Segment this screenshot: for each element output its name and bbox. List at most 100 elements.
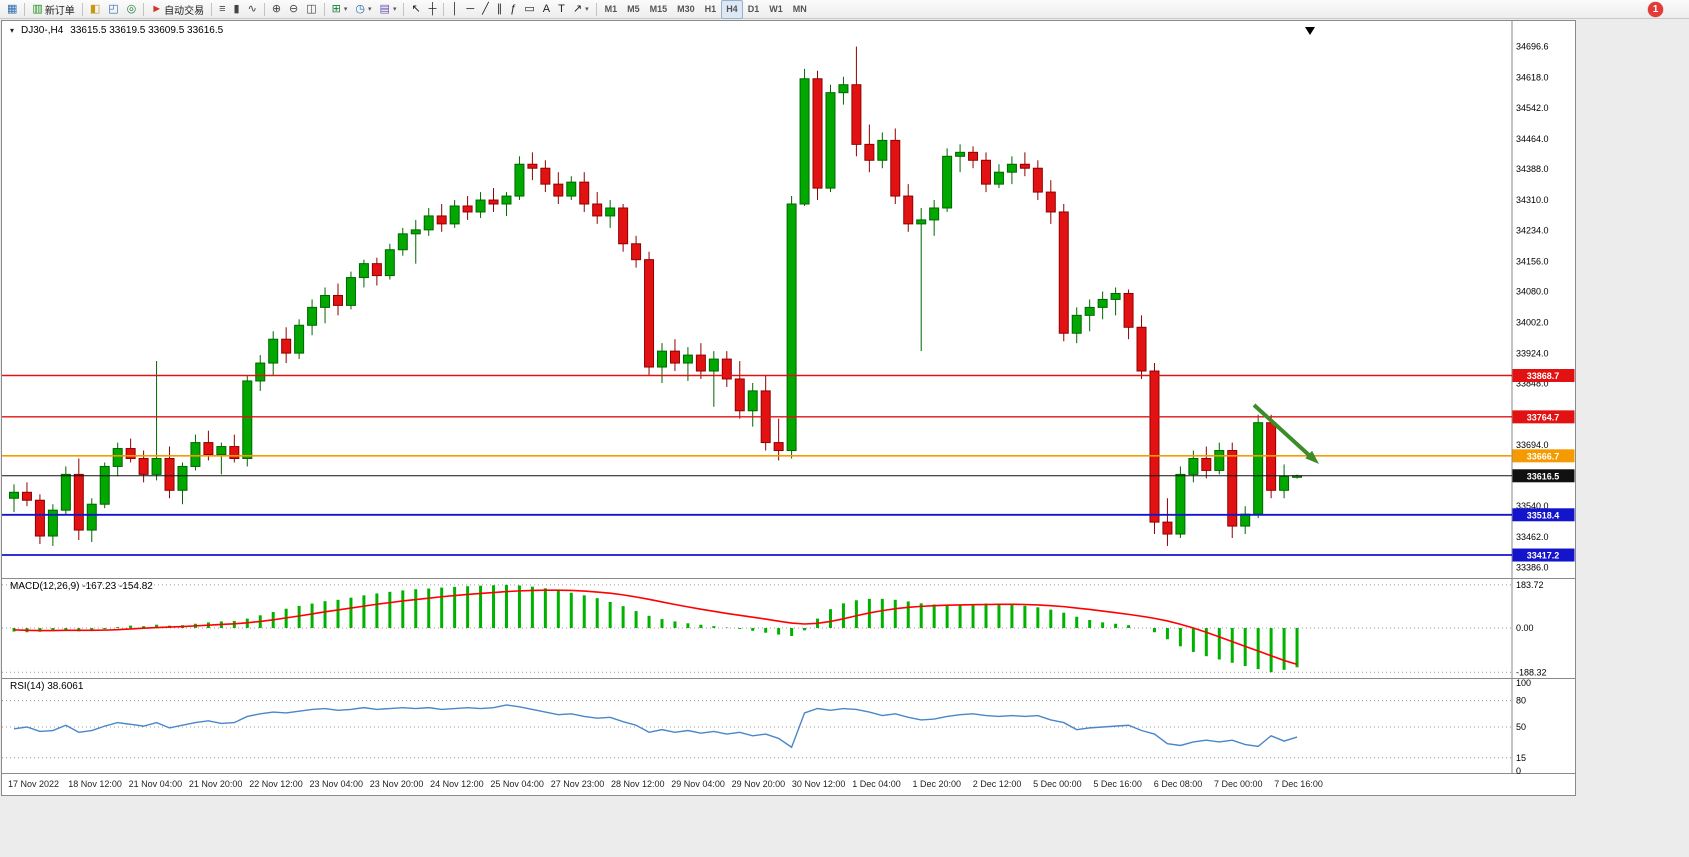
- timeframe-mn-button[interactable]: MN: [792, 4, 807, 14]
- svg-text:34310.0: 34310.0: [1516, 195, 1549, 205]
- svg-text:15: 15: [1516, 753, 1526, 763]
- fibonacci-icon: ƒ: [510, 2, 517, 15]
- new-order-button[interactable]: ▥ 新订单: [28, 0, 78, 19]
- svg-text:33616.5: 33616.5: [1527, 471, 1560, 481]
- svg-text:33924.0: 33924.0: [1516, 349, 1549, 359]
- vertical-line-icon: │: [451, 2, 459, 15]
- panel-separators: [2, 21, 1575, 774]
- zoom-in-button[interactable]: ⊕: [268, 0, 285, 19]
- cursor-button[interactable]: ↖: [407, 0, 424, 19]
- toolbar-separator: [263, 2, 265, 16]
- horizontal-levels[interactable]: [2, 374, 1512, 556]
- chart-title: ▾ DJ30-,H4 33615.5 33619.5 33609.5 33616…: [10, 25, 223, 36]
- toolbar-separator: [81, 2, 83, 16]
- crosshair-button[interactable]: ┼: [425, 0, 441, 19]
- toolbar-separator: [323, 2, 325, 16]
- shapes-icon: ▭: [524, 2, 535, 15]
- svg-text:33462.0: 33462.0: [1516, 532, 1549, 542]
- trend-arrow-annotation[interactable]: [1252, 403, 1319, 464]
- svg-text:80: 80: [1516, 696, 1526, 706]
- svg-text:7 Dec 16:00: 7 Dec 16:00: [1274, 779, 1323, 789]
- tile-windows-icon: ◫: [306, 2, 317, 15]
- tile-windows-button[interactable]: ◫: [302, 0, 320, 19]
- zoom-out-icon: ⊖: [289, 2, 299, 15]
- horizontal-line-icon: ─: [466, 2, 475, 15]
- text-label-button[interactable]: T: [554, 0, 569, 19]
- data-window-button[interactable]: ◰: [104, 0, 122, 19]
- auto-trading-icon: ►: [151, 2, 163, 15]
- shift-marker-icon[interactable]: [1305, 27, 1315, 35]
- chart-canvas[interactable]: 34696.6 34618.0 34542.0 34464.0 34388.0 34310…: [2, 21, 1575, 795]
- equidistant-channel-button[interactable]: ∥: [493, 0, 507, 19]
- timeframe-m1-button[interactable]: M1: [604, 4, 618, 14]
- candlestick-mode-icon: ▮: [233, 2, 240, 15]
- periods-button[interactable]: ◷ ▾: [351, 0, 375, 19]
- navigator-button[interactable]: ◎: [123, 0, 141, 19]
- svg-text:50: 50: [1516, 722, 1526, 732]
- timeframe-m15-button[interactable]: M15: [649, 4, 668, 14]
- rsi-line: [13, 704, 1298, 749]
- time-scale[interactable]: 17 Nov 2022 18 Nov 12:00 21 Nov 04:00 21 No…: [8, 779, 1323, 789]
- chevron-down-icon: ▾: [585, 6, 589, 13]
- horizontal-line-button[interactable]: ─: [462, 0, 478, 19]
- svg-text:7 Dec 00:00: 7 Dec 00:00: [1214, 779, 1263, 789]
- price-scale[interactable]: 34696.6 34618.0 34542.0 34464.0 34388.0 34310…: [1512, 41, 1575, 572]
- chart-symbol-period: DJ30-,H4: [21, 25, 64, 36]
- svg-text:33666.7: 33666.7: [1527, 451, 1560, 461]
- notification-badge[interactable]: 1: [1648, 2, 1663, 17]
- trendline-button[interactable]: ╱: [478, 0, 493, 19]
- market-watch-icon: ◧: [89, 2, 101, 15]
- line-chart-mode-icon: ∿: [247, 2, 257, 15]
- svg-text:34464.0: 34464.0: [1516, 134, 1549, 144]
- arrows-icon: ↗: [572, 2, 583, 15]
- macd-indicator-values: -167.23 -154.82: [82, 581, 153, 592]
- svg-text:34388.0: 34388.0: [1516, 164, 1549, 174]
- toolbar-separator: [403, 2, 405, 16]
- line-chart-mode-button[interactable]: ∿: [244, 0, 261, 19]
- chart-marker-icon[interactable]: ▾: [10, 26, 15, 35]
- timeframe-m30-button[interactable]: M30: [677, 4, 695, 14]
- vertical-line-button[interactable]: │: [447, 0, 462, 19]
- auto-trading-button[interactable]: ► 自动交易: [147, 0, 208, 19]
- svg-text:33764.7: 33764.7: [1527, 412, 1560, 422]
- arrows-button[interactable]: ↗ ▾: [569, 0, 593, 19]
- equidistant-channel-icon: ∥: [496, 2, 503, 15]
- svg-text:34618.0: 34618.0: [1516, 73, 1549, 83]
- toolbar-separator: [211, 2, 213, 16]
- new-chart-icon: ▦: [7, 2, 18, 15]
- chart-window[interactable]: 34696.6 34618.0 34542.0 34464.0 34388.0 34310…: [1, 20, 1576, 796]
- svg-text:5 Dec 00:00: 5 Dec 00:00: [1033, 779, 1082, 789]
- timeframe-h1-button[interactable]: H1: [704, 4, 717, 14]
- svg-text:33848.0: 33848.0: [1516, 379, 1549, 389]
- cursor-icon: ↖: [411, 2, 421, 15]
- timeframe-m5-button[interactable]: M5: [627, 4, 640, 14]
- svg-text:0: 0: [1516, 766, 1521, 776]
- new-chart-button[interactable]: ▦: [3, 0, 21, 19]
- svg-text:33540.0: 33540.0: [1516, 501, 1549, 511]
- shapes-button[interactable]: ▭: [520, 0, 538, 19]
- svg-text:21 Nov 20:00: 21 Nov 20:00: [189, 779, 243, 789]
- indicators-button[interactable]: ⊞ ▾: [328, 0, 352, 19]
- zoom-in-icon: ⊕: [271, 2, 282, 15]
- templates-button[interactable]: ▤ ▾: [376, 0, 401, 19]
- text-button[interactable]: A: [539, 0, 554, 19]
- chevron-down-icon: ▾: [368, 6, 372, 13]
- timeframe-w1-button[interactable]: W1: [769, 4, 783, 14]
- bar-chart-mode-icon: ≡: [219, 2, 226, 15]
- candlestick-mode-button[interactable]: ▮: [230, 0, 244, 19]
- data-window-icon: ◰: [108, 2, 119, 15]
- zoom-out-button[interactable]: ⊖: [285, 0, 302, 19]
- svg-text:22 Nov 12:00: 22 Nov 12:00: [249, 779, 303, 789]
- bar-chart-mode-button[interactable]: ≡: [215, 0, 229, 19]
- timeframe-h4-button[interactable]: H4: [721, 0, 743, 19]
- svg-text:29 Nov 04:00: 29 Nov 04:00: [671, 779, 725, 789]
- toolbar-separator: [595, 2, 597, 16]
- svg-text:18 Nov 12:00: 18 Nov 12:00: [68, 779, 122, 789]
- market-watch-button[interactable]: ◧: [86, 0, 104, 19]
- periods-icon: ◷: [355, 2, 366, 15]
- svg-text:0.00: 0.00: [1516, 623, 1534, 633]
- toolbar-separator: [443, 2, 445, 16]
- svg-text:25 Nov 04:00: 25 Nov 04:00: [490, 779, 544, 789]
- fibonacci-button[interactable]: ƒ: [506, 0, 520, 19]
- timeframe-d1-button[interactable]: D1: [747, 4, 760, 14]
